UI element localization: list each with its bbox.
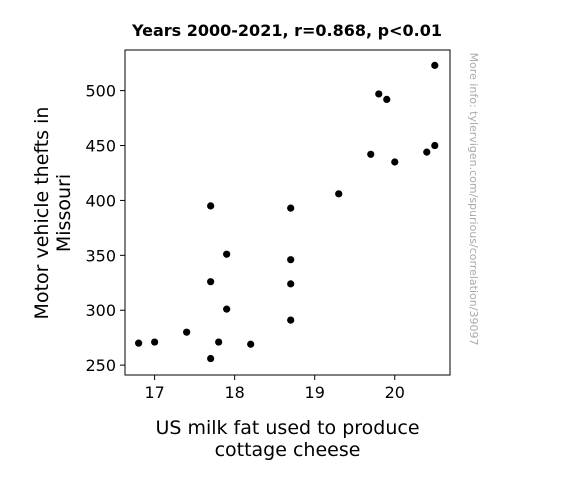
chart-title: Years 2000-2021, r=0.868, p<0.01	[131, 21, 442, 40]
x-tick-label: 17	[144, 383, 164, 402]
y-tick-label: 450	[85, 137, 116, 156]
data-point	[215, 338, 223, 346]
data-point	[207, 202, 215, 210]
data-point	[287, 280, 295, 288]
data-point	[287, 204, 295, 212]
data-point	[383, 95, 391, 104]
x-tick-label: 20	[385, 383, 405, 402]
data-point	[287, 256, 295, 264]
y-tick-label: 400	[85, 191, 116, 210]
plot-frame	[124, 49, 451, 376]
source-watermark: More info: tylervigen.com/spurious/corre…	[467, 53, 480, 346]
data-point	[367, 150, 375, 158]
data-point	[223, 305, 231, 313]
data-point	[223, 250, 231, 258]
data-point	[391, 158, 399, 166]
data-points	[135, 61, 439, 363]
data-point	[375, 90, 383, 98]
x-tick-label: 18	[224, 383, 244, 402]
y-tick-label: 350	[85, 246, 116, 265]
y-tick-label: 500	[85, 82, 116, 101]
data-point	[431, 61, 439, 69]
data-point	[287, 316, 295, 324]
y-axis-label-line-1: Motor vehicle thefts in	[31, 107, 53, 320]
data-point	[423, 148, 431, 156]
data-point	[247, 340, 255, 348]
x-axis-label-line-2: cottage cheese	[215, 439, 361, 461]
y-axis-ticks: 250 300 350 400 450 500	[85, 82, 125, 375]
data-point	[207, 354, 215, 363]
y-axis-label-line-2: Missouri	[53, 174, 75, 252]
data-point	[151, 338, 159, 346]
data-point	[431, 141, 439, 150]
data-point	[207, 278, 215, 286]
x-tick-label: 19	[305, 383, 325, 402]
x-axis-ticks: 17 18 19 20	[144, 375, 405, 402]
x-axis-label-line-1: US milk fat used to produce	[155, 417, 419, 439]
data-point	[335, 190, 343, 198]
data-point	[183, 328, 191, 336]
data-point	[135, 339, 143, 347]
y-tick-label: 300	[85, 301, 116, 320]
y-tick-label: 250	[85, 356, 116, 375]
